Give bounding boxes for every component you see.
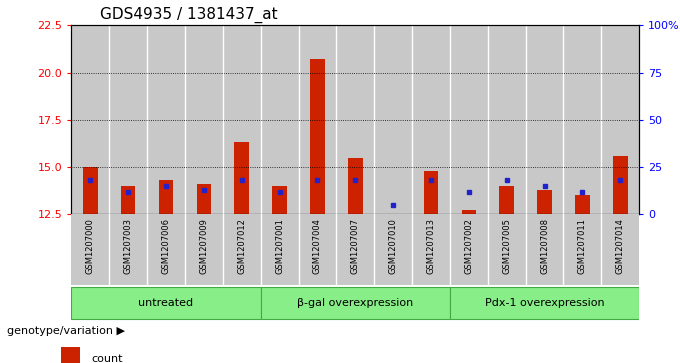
Text: GSM1207009: GSM1207009 xyxy=(199,218,208,274)
Text: GSM1207008: GSM1207008 xyxy=(540,218,549,274)
Bar xyxy=(121,186,135,214)
Bar xyxy=(348,158,362,214)
Bar xyxy=(526,25,564,214)
Bar xyxy=(61,347,80,363)
Bar xyxy=(299,25,337,214)
Bar xyxy=(564,25,601,214)
Text: GSM1207007: GSM1207007 xyxy=(351,218,360,274)
Text: GSM1207004: GSM1207004 xyxy=(313,218,322,274)
Bar xyxy=(310,60,325,214)
Bar xyxy=(260,287,450,319)
Bar xyxy=(374,214,412,285)
Bar xyxy=(71,25,109,214)
Bar xyxy=(185,214,223,285)
Bar xyxy=(147,25,185,214)
Text: GSM1207013: GSM1207013 xyxy=(426,218,435,274)
Bar xyxy=(223,25,260,214)
Bar xyxy=(412,214,450,285)
Bar xyxy=(260,25,299,214)
Text: β-gal overexpression: β-gal overexpression xyxy=(297,298,413,308)
Bar xyxy=(462,211,476,214)
Text: GSM1207010: GSM1207010 xyxy=(389,218,398,274)
Bar xyxy=(613,156,628,214)
Bar xyxy=(299,214,337,285)
Bar xyxy=(185,25,223,214)
Text: count: count xyxy=(92,354,123,363)
Text: GSM1207006: GSM1207006 xyxy=(162,218,171,274)
Bar xyxy=(109,214,147,285)
Bar xyxy=(158,180,173,214)
Bar xyxy=(526,214,564,285)
Bar xyxy=(374,25,412,214)
Bar xyxy=(197,184,211,214)
Bar xyxy=(223,214,260,285)
Bar xyxy=(424,171,439,214)
Text: untreated: untreated xyxy=(139,298,194,308)
Bar xyxy=(412,25,450,214)
Bar xyxy=(450,25,488,214)
Bar xyxy=(260,214,299,285)
Text: GSM1207011: GSM1207011 xyxy=(578,218,587,274)
Text: Pdx-1 overexpression: Pdx-1 overexpression xyxy=(485,298,605,308)
Bar xyxy=(575,195,590,214)
Bar xyxy=(272,186,287,214)
Text: GSM1207012: GSM1207012 xyxy=(237,218,246,274)
Text: GSM1207005: GSM1207005 xyxy=(503,218,511,274)
Bar xyxy=(235,142,249,214)
Text: GDS4935 / 1381437_at: GDS4935 / 1381437_at xyxy=(100,7,277,23)
Text: GSM1207001: GSM1207001 xyxy=(275,218,284,274)
Bar xyxy=(71,287,260,319)
Bar xyxy=(601,25,639,214)
Bar xyxy=(337,25,374,214)
Bar xyxy=(450,214,488,285)
Bar xyxy=(488,25,526,214)
Bar xyxy=(147,214,185,285)
Bar xyxy=(601,214,639,285)
Bar xyxy=(109,25,147,214)
Text: genotype/variation ▶: genotype/variation ▶ xyxy=(7,326,125,336)
Bar xyxy=(450,287,639,319)
Bar xyxy=(499,186,514,214)
Text: GSM1207014: GSM1207014 xyxy=(616,218,625,274)
Text: GSM1207000: GSM1207000 xyxy=(86,218,95,274)
Bar xyxy=(83,167,98,214)
Bar xyxy=(537,189,552,214)
Bar xyxy=(488,214,526,285)
Bar xyxy=(564,214,601,285)
Bar xyxy=(71,214,109,285)
Bar xyxy=(337,214,374,285)
Text: GSM1207002: GSM1207002 xyxy=(464,218,473,274)
Text: GSM1207003: GSM1207003 xyxy=(124,218,133,274)
